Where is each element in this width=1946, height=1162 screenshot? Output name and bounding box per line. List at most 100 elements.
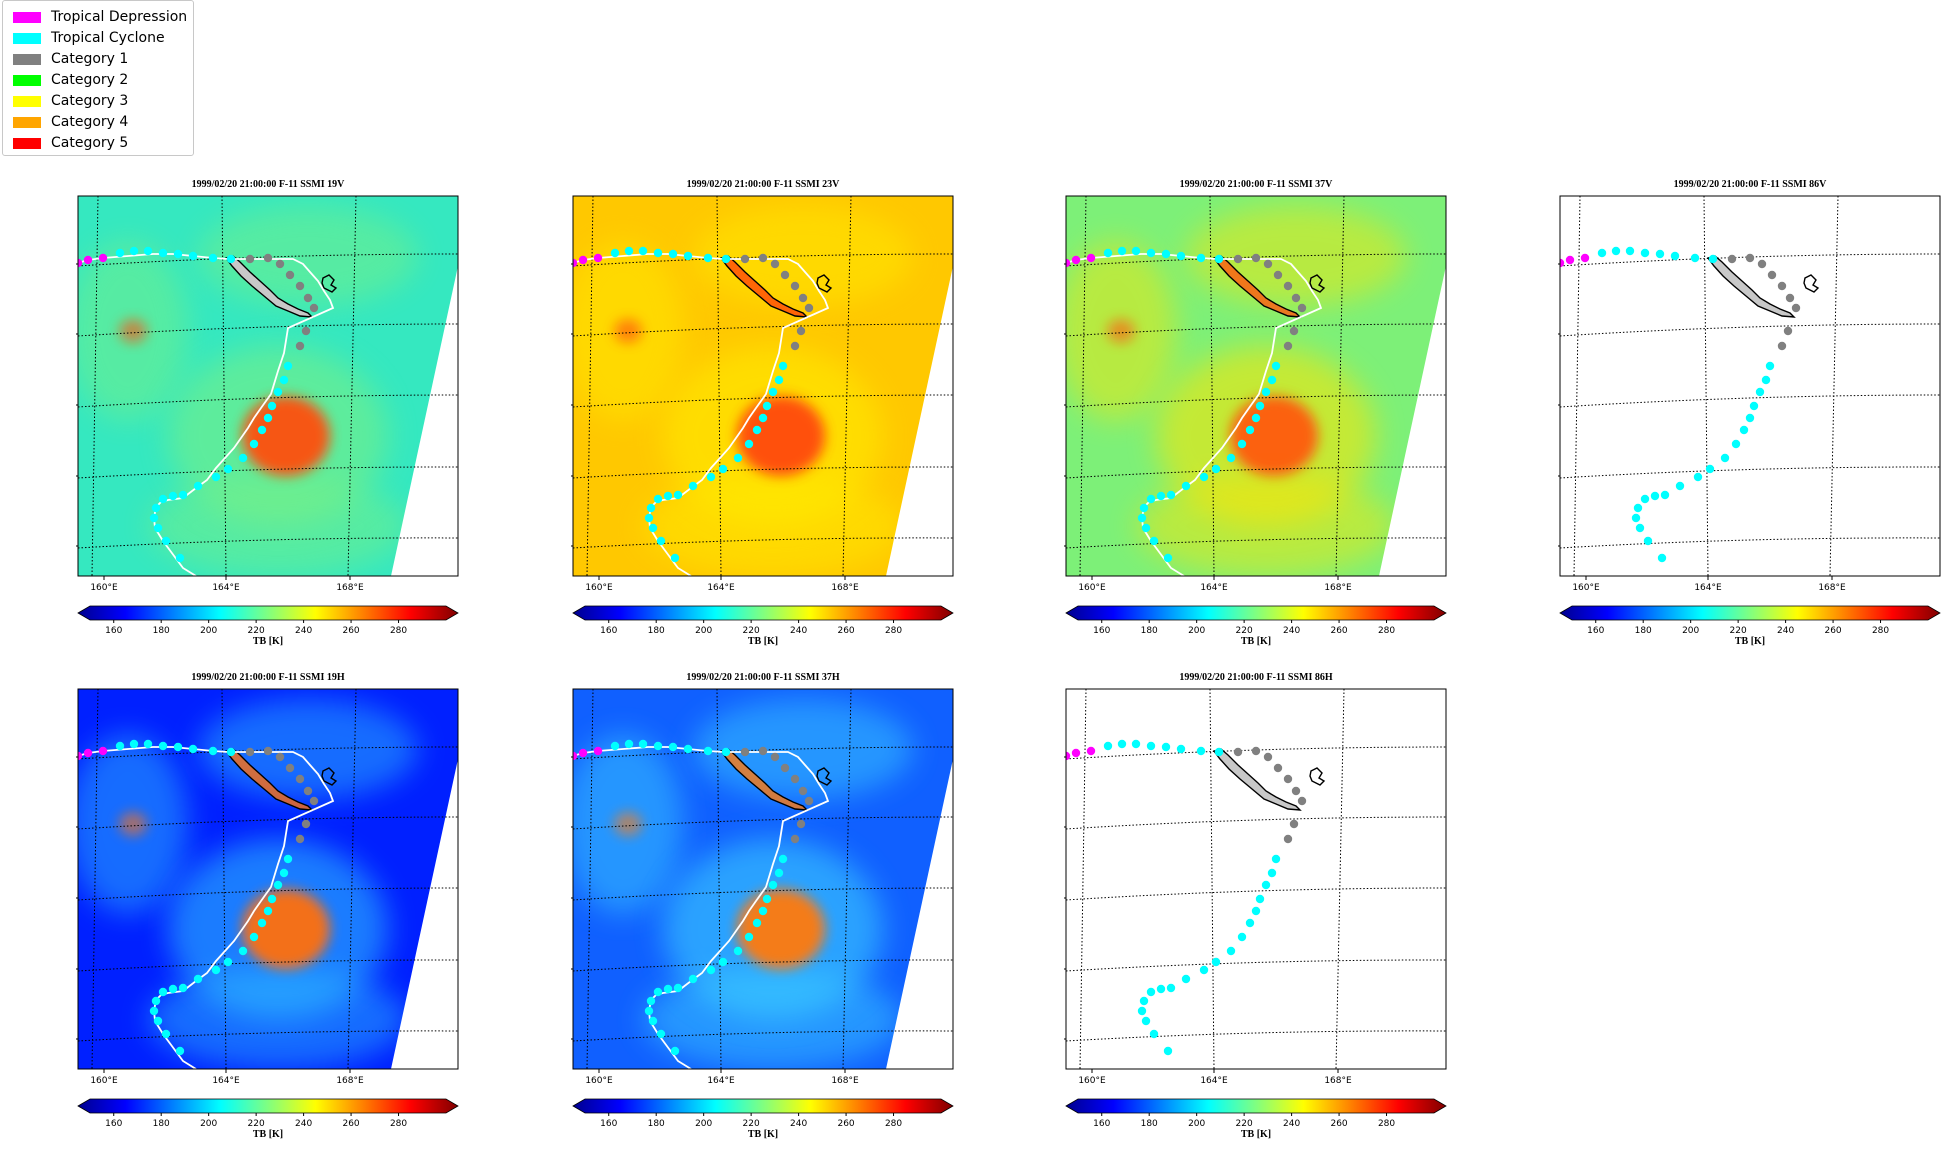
track-point: [303, 293, 313, 303]
track-point: [758, 746, 768, 756]
track-point: [273, 387, 283, 397]
legend-swatch: [13, 74, 41, 86]
map-figure: 20°S22°S24°S26°S28°S160°E164°E168°E16018…: [571, 688, 954, 1129]
track-point: [790, 281, 800, 291]
track-point: [718, 464, 728, 474]
colorbar-tick-label: 240: [790, 626, 807, 636]
track-point: [790, 774, 800, 784]
lon-tick-label: 160°E: [1572, 583, 1600, 593]
legend-swatch: [13, 11, 41, 23]
map-figure: 20°S22°S24°S26°S28°S160°E164°E168°E16018…: [76, 195, 459, 636]
colorbar-tick-label: 200: [1682, 626, 1699, 636]
track-point: [273, 880, 283, 890]
track-point: [1199, 965, 1209, 975]
colorbar-tick-label: 240: [1283, 626, 1300, 636]
lon-tick-label: 168°E: [336, 583, 364, 593]
track-point: [1643, 536, 1653, 546]
track-point: [226, 254, 236, 264]
colorbar-tick-label: 260: [342, 1119, 359, 1129]
track-point: [1261, 880, 1271, 890]
map-panel: 1999/02/20 21:00:00 F-11 SSMI 86V20°S22°…: [1558, 179, 1946, 669]
track-point: [295, 774, 305, 784]
track-point: [1635, 523, 1645, 533]
track-point: [774, 375, 784, 385]
track-point: [1196, 746, 1206, 756]
track-point: [1255, 401, 1265, 411]
colorbar-tick-label: 160: [105, 1119, 122, 1129]
track-point: [257, 425, 267, 435]
track-point: [283, 854, 293, 864]
track-point: [1765, 361, 1775, 371]
track-point: [610, 741, 620, 751]
legend-item: Category 4: [13, 112, 128, 132]
track-point: [115, 741, 125, 751]
track-point: [721, 254, 731, 264]
track-point: [1640, 248, 1650, 258]
track-point: [744, 439, 754, 449]
track-point: [718, 957, 728, 967]
track-point: [1255, 894, 1265, 904]
colorbar-label: TB [K]: [747, 636, 779, 647]
lon-tick-label: 160°E: [585, 583, 613, 593]
track-point: [1251, 906, 1261, 916]
colorbar-tick-label: 280: [1378, 1119, 1395, 1129]
track-point: [1267, 375, 1277, 385]
track-point: [1625, 246, 1635, 256]
track-point: [768, 387, 778, 397]
track-point: [656, 1029, 666, 1039]
track-point: [158, 248, 168, 258]
track-point: [663, 984, 673, 994]
track-point: [1086, 253, 1096, 263]
track-point: [223, 464, 233, 474]
track-point: [1146, 741, 1156, 751]
track-point: [309, 796, 319, 806]
colorbar-tick-label: 180: [153, 626, 170, 636]
legend-item: Tropical Cyclone: [13, 28, 165, 48]
panel-title: 1999/02/20 21:00:00 F-11 SSMI 86V: [1673, 179, 1827, 190]
colorbar: [77, 605, 459, 621]
lon-tick-label: 164°E: [212, 583, 240, 593]
map-panel: 1999/02/20 21:00:00 F-11 SSMI 23V20°S22°…: [571, 179, 1001, 669]
colorbar-tick-label: 160: [600, 626, 617, 636]
map-panel: 1999/02/20 21:00:00 F-11 SSMI 19H20°S22°…: [76, 672, 506, 1162]
track-point: [249, 932, 259, 942]
track-point: [703, 253, 713, 263]
track-point: [648, 1016, 658, 1026]
track-point: [778, 854, 788, 864]
track-point: [211, 472, 221, 482]
track-point: [193, 974, 203, 984]
track-point: [1263, 259, 1273, 269]
track-point: [158, 741, 168, 751]
map-area: [1560, 196, 1940, 576]
track-point: [688, 974, 698, 984]
colorbar-tick-label: 200: [695, 626, 712, 636]
track-point: [624, 739, 634, 749]
track-point: [656, 536, 666, 546]
track-point: [1166, 490, 1176, 500]
track-point: [1251, 253, 1261, 263]
track-point: [1727, 254, 1737, 264]
map-area: [1066, 689, 1446, 1069]
track-point: [263, 253, 273, 263]
track-point: [1675, 481, 1685, 491]
legend-label: Tropical Depression: [51, 9, 188, 25]
track-point: [1214, 747, 1224, 757]
track-point: [1199, 472, 1209, 482]
colorbar-tick-label: 240: [1777, 626, 1794, 636]
track-point: [1071, 255, 1081, 265]
track-point: [752, 425, 762, 435]
legend-swatch: [13, 95, 41, 107]
colorbar-tick-label: 240: [1283, 1119, 1300, 1129]
track-point: [263, 413, 273, 423]
track-point: [1670, 251, 1680, 261]
track-point: [1181, 974, 1191, 984]
track-point: [1631, 513, 1641, 523]
track-point: [768, 880, 778, 890]
track-point: [1720, 453, 1730, 463]
lon-tick-label: 168°E: [336, 1076, 364, 1086]
track-point: [653, 741, 663, 751]
track-point: [683, 251, 693, 261]
track-point: [780, 270, 790, 280]
track-point: [653, 248, 663, 258]
colorbar-tick-label: 200: [200, 626, 217, 636]
